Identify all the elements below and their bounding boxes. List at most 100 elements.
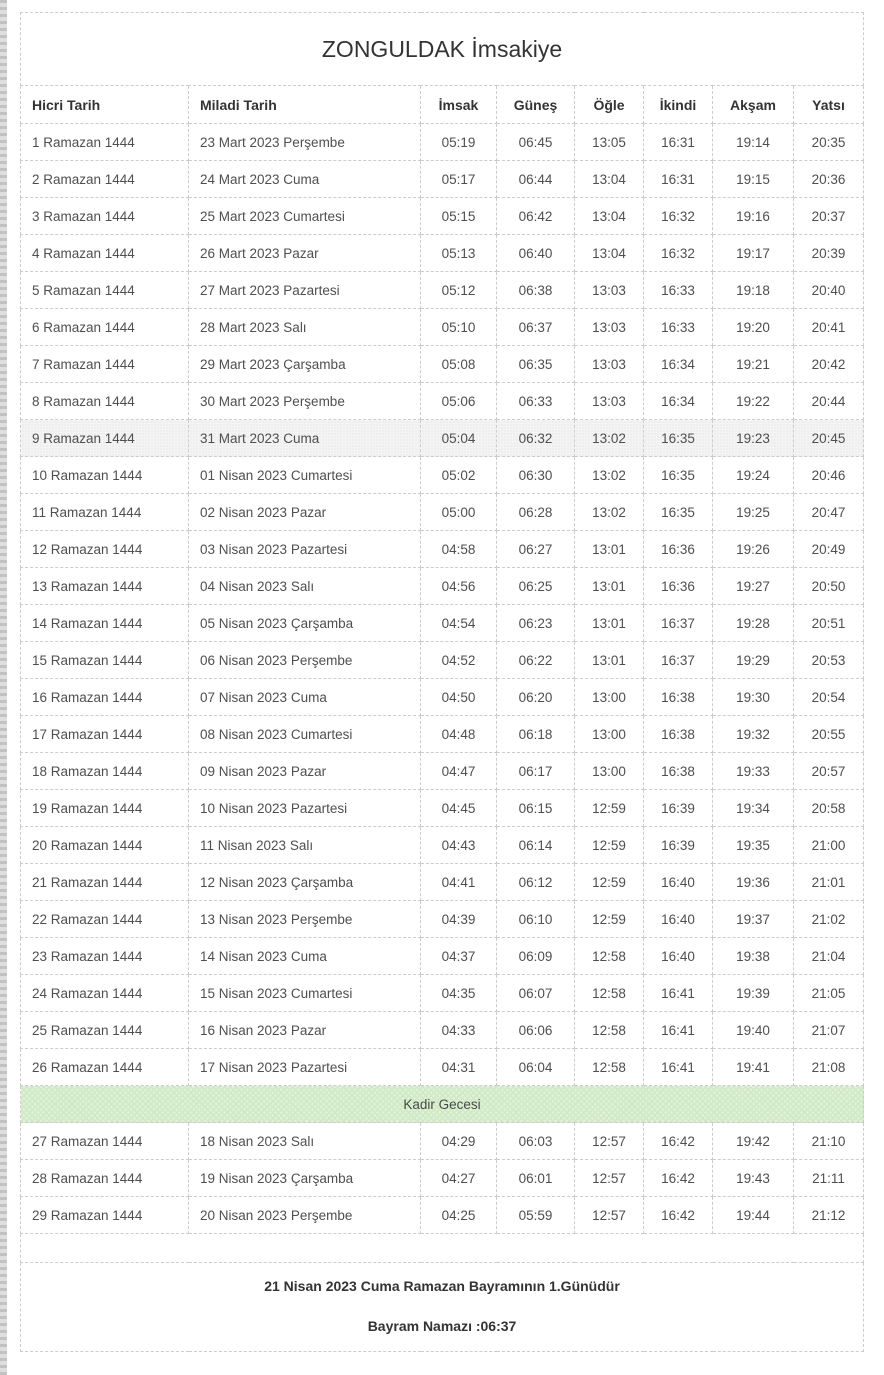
cell-yatsi: 20:58 bbox=[792, 789, 865, 827]
cell-ogle: 12:59 bbox=[574, 789, 644, 827]
cell-ikindi: 16:41 bbox=[643, 974, 713, 1012]
cell-hicri-tarih: 22 Ramazan 1444 bbox=[20, 900, 189, 938]
bayram-day-note: 21 Nisan 2023 Cuma Ramazan Bayramının 1.… bbox=[264, 1278, 620, 1294]
cell-yatsi: 20:37 bbox=[792, 197, 865, 235]
cell-yatsi: 21:05 bbox=[792, 974, 865, 1012]
cell-gunes: 06:14 bbox=[496, 826, 575, 864]
cell-ikindi: 16:32 bbox=[643, 197, 713, 235]
cell-aksam: 19:32 bbox=[712, 715, 794, 753]
cell-aksam: 19:34 bbox=[712, 789, 794, 827]
cell-miladi-tarih: 25 Mart 2023 Cumartesi bbox=[188, 197, 421, 235]
cell-ogle: 13:01 bbox=[574, 604, 644, 642]
cell-gunes: 06:20 bbox=[496, 678, 575, 716]
cell-ogle: 13:02 bbox=[574, 419, 644, 457]
cell-ikindi: 16:34 bbox=[643, 345, 713, 383]
cell-gunes: 06:32 bbox=[496, 419, 575, 457]
table-row: 17 Ramazan 1444 08 Nisan 2023 Cumartesi 04… bbox=[20, 715, 865, 753]
cell-miladi-tarih: 24 Mart 2023 Cuma bbox=[188, 160, 421, 198]
cell-aksam: 19:37 bbox=[712, 900, 794, 938]
table-row: 24 Ramazan 1444 15 Nisan 2023 Cumartesi 04… bbox=[20, 974, 865, 1012]
cell-hicri-tarih: 1 Ramazan 1444 bbox=[20, 123, 189, 161]
cell-imsak: 05:17 bbox=[420, 160, 497, 198]
cell-hicri-tarih: 18 Ramazan 1444 bbox=[20, 752, 189, 790]
cell-imsak: 04:52 bbox=[420, 641, 497, 679]
cell-aksam: 19:24 bbox=[712, 456, 794, 494]
cell-gunes: 06:12 bbox=[496, 863, 575, 901]
cell-gunes: 06:09 bbox=[496, 937, 575, 975]
cell-ogle: 13:02 bbox=[574, 493, 644, 531]
cell-gunes: 06:30 bbox=[496, 456, 575, 494]
cell-miladi-tarih: 29 Mart 2023 Çarşamba bbox=[188, 345, 421, 383]
cell-gunes: 06:03 bbox=[496, 1122, 575, 1160]
cell-imsak: 04:33 bbox=[420, 1011, 497, 1049]
cell-miladi-tarih: 27 Mart 2023 Pazartesi bbox=[188, 271, 421, 309]
table-row: 25 Ramazan 1444 16 Nisan 2023 Pazar 04:33 0… bbox=[20, 1011, 865, 1049]
cell-miladi-tarih: 26 Mart 2023 Pazar bbox=[188, 234, 421, 272]
cell-yatsi: 21:07 bbox=[792, 1011, 865, 1049]
cell-miladi-tarih: 28 Mart 2023 Salı bbox=[188, 308, 421, 346]
cell-miladi-tarih: 19 Nisan 2023 Çarşamba bbox=[188, 1159, 421, 1197]
cell-yatsi: 20:53 bbox=[792, 641, 865, 679]
cell-imsak: 04:39 bbox=[420, 900, 497, 938]
cell-gunes: 06:25 bbox=[496, 567, 575, 605]
cell-hicri-tarih: 25 Ramazan 1444 bbox=[20, 1011, 189, 1049]
cell-aksam: 19:21 bbox=[712, 345, 794, 383]
cell-ogle: 13:04 bbox=[574, 160, 644, 198]
table-row: 3 Ramazan 1444 25 Mart 2023 Cumartesi 05:1… bbox=[20, 197, 865, 235]
cell-imsak: 04:45 bbox=[420, 789, 497, 827]
cell-ikindi: 16:34 bbox=[643, 382, 713, 420]
cell-hicri-tarih: 15 Ramazan 1444 bbox=[20, 641, 189, 679]
cell-ogle: 13:01 bbox=[574, 530, 644, 568]
cell-gunes: 06:38 bbox=[496, 271, 575, 309]
cell-yatsi: 20:42 bbox=[792, 345, 865, 383]
cell-imsak: 04:50 bbox=[420, 678, 497, 716]
cell-imsak: 04:35 bbox=[420, 974, 497, 1012]
cell-ogle: 13:04 bbox=[574, 234, 644, 272]
cell-imsak: 05:10 bbox=[420, 308, 497, 346]
cell-aksam: 19:14 bbox=[712, 123, 794, 161]
cell-ikindi: 16:38 bbox=[643, 678, 713, 716]
spacer-row bbox=[19, 1233, 865, 1263]
cell-ikindi: 16:40 bbox=[643, 937, 713, 975]
cell-miladi-tarih: 03 Nisan 2023 Pazartesi bbox=[188, 530, 421, 568]
cell-imsak: 05:00 bbox=[420, 493, 497, 531]
cell-yatsi: 20:39 bbox=[792, 234, 865, 272]
cell-miladi-tarih: 04 Nisan 2023 Salı bbox=[188, 567, 421, 605]
cell-yatsi: 20:46 bbox=[792, 456, 865, 494]
cell-miladi-tarih: 01 Nisan 2023 Cumartesi bbox=[188, 456, 421, 494]
cell-gunes: 05:59 bbox=[496, 1196, 575, 1234]
table-row: 11 Ramazan 1444 02 Nisan 2023 Pazar 05:00 0… bbox=[20, 493, 865, 531]
cell-ogle: 13:00 bbox=[574, 678, 644, 716]
cell-hicri-tarih: 28 Ramazan 1444 bbox=[20, 1159, 189, 1197]
cell-imsak: 04:58 bbox=[420, 530, 497, 568]
column-header-ikindi: İkindi bbox=[643, 85, 713, 124]
cell-hicri-tarih: 11 Ramazan 1444 bbox=[20, 493, 189, 531]
cell-yatsi: 20:36 bbox=[792, 160, 865, 198]
cell-ogle: 12:59 bbox=[574, 900, 644, 938]
cell-miladi-tarih: 14 Nisan 2023 Cuma bbox=[188, 937, 421, 975]
cell-imsak: 04:56 bbox=[420, 567, 497, 605]
cell-ikindi: 16:42 bbox=[643, 1122, 713, 1160]
cell-gunes: 06:04 bbox=[496, 1048, 575, 1086]
cell-imsak: 05:12 bbox=[420, 271, 497, 309]
column-header-gunes: Güneş bbox=[496, 85, 575, 124]
cell-aksam: 19:39 bbox=[712, 974, 794, 1012]
cell-ogle: 12:57 bbox=[574, 1159, 644, 1197]
cell-ikindi: 16:35 bbox=[643, 493, 713, 531]
cell-hicri-tarih: 7 Ramazan 1444 bbox=[20, 345, 189, 383]
cell-aksam: 19:20 bbox=[712, 308, 794, 346]
cell-hicri-tarih: 3 Ramazan 1444 bbox=[20, 197, 189, 235]
cell-yatsi: 20:44 bbox=[792, 382, 865, 420]
cell-aksam: 19:36 bbox=[712, 863, 794, 901]
cell-miladi-tarih: 31 Mart 2023 Cuma bbox=[188, 419, 421, 457]
table-row: 6 Ramazan 1444 28 Mart 2023 Salı 05:10 06:3… bbox=[20, 308, 865, 346]
cell-ogle: 13:01 bbox=[574, 641, 644, 679]
cell-ikindi: 16:38 bbox=[643, 715, 713, 753]
cell-aksam: 19:15 bbox=[712, 160, 794, 198]
cell-ikindi: 16:36 bbox=[643, 567, 713, 605]
cell-gunes: 06:10 bbox=[496, 900, 575, 938]
cell-aksam: 19:28 bbox=[712, 604, 794, 642]
table-row: 20 Ramazan 1444 11 Nisan 2023 Salı 04:43 06… bbox=[20, 826, 865, 864]
cell-ikindi: 16:35 bbox=[643, 419, 713, 457]
table-row: 4 Ramazan 1444 26 Mart 2023 Pazar 05:13 06:… bbox=[20, 234, 865, 272]
